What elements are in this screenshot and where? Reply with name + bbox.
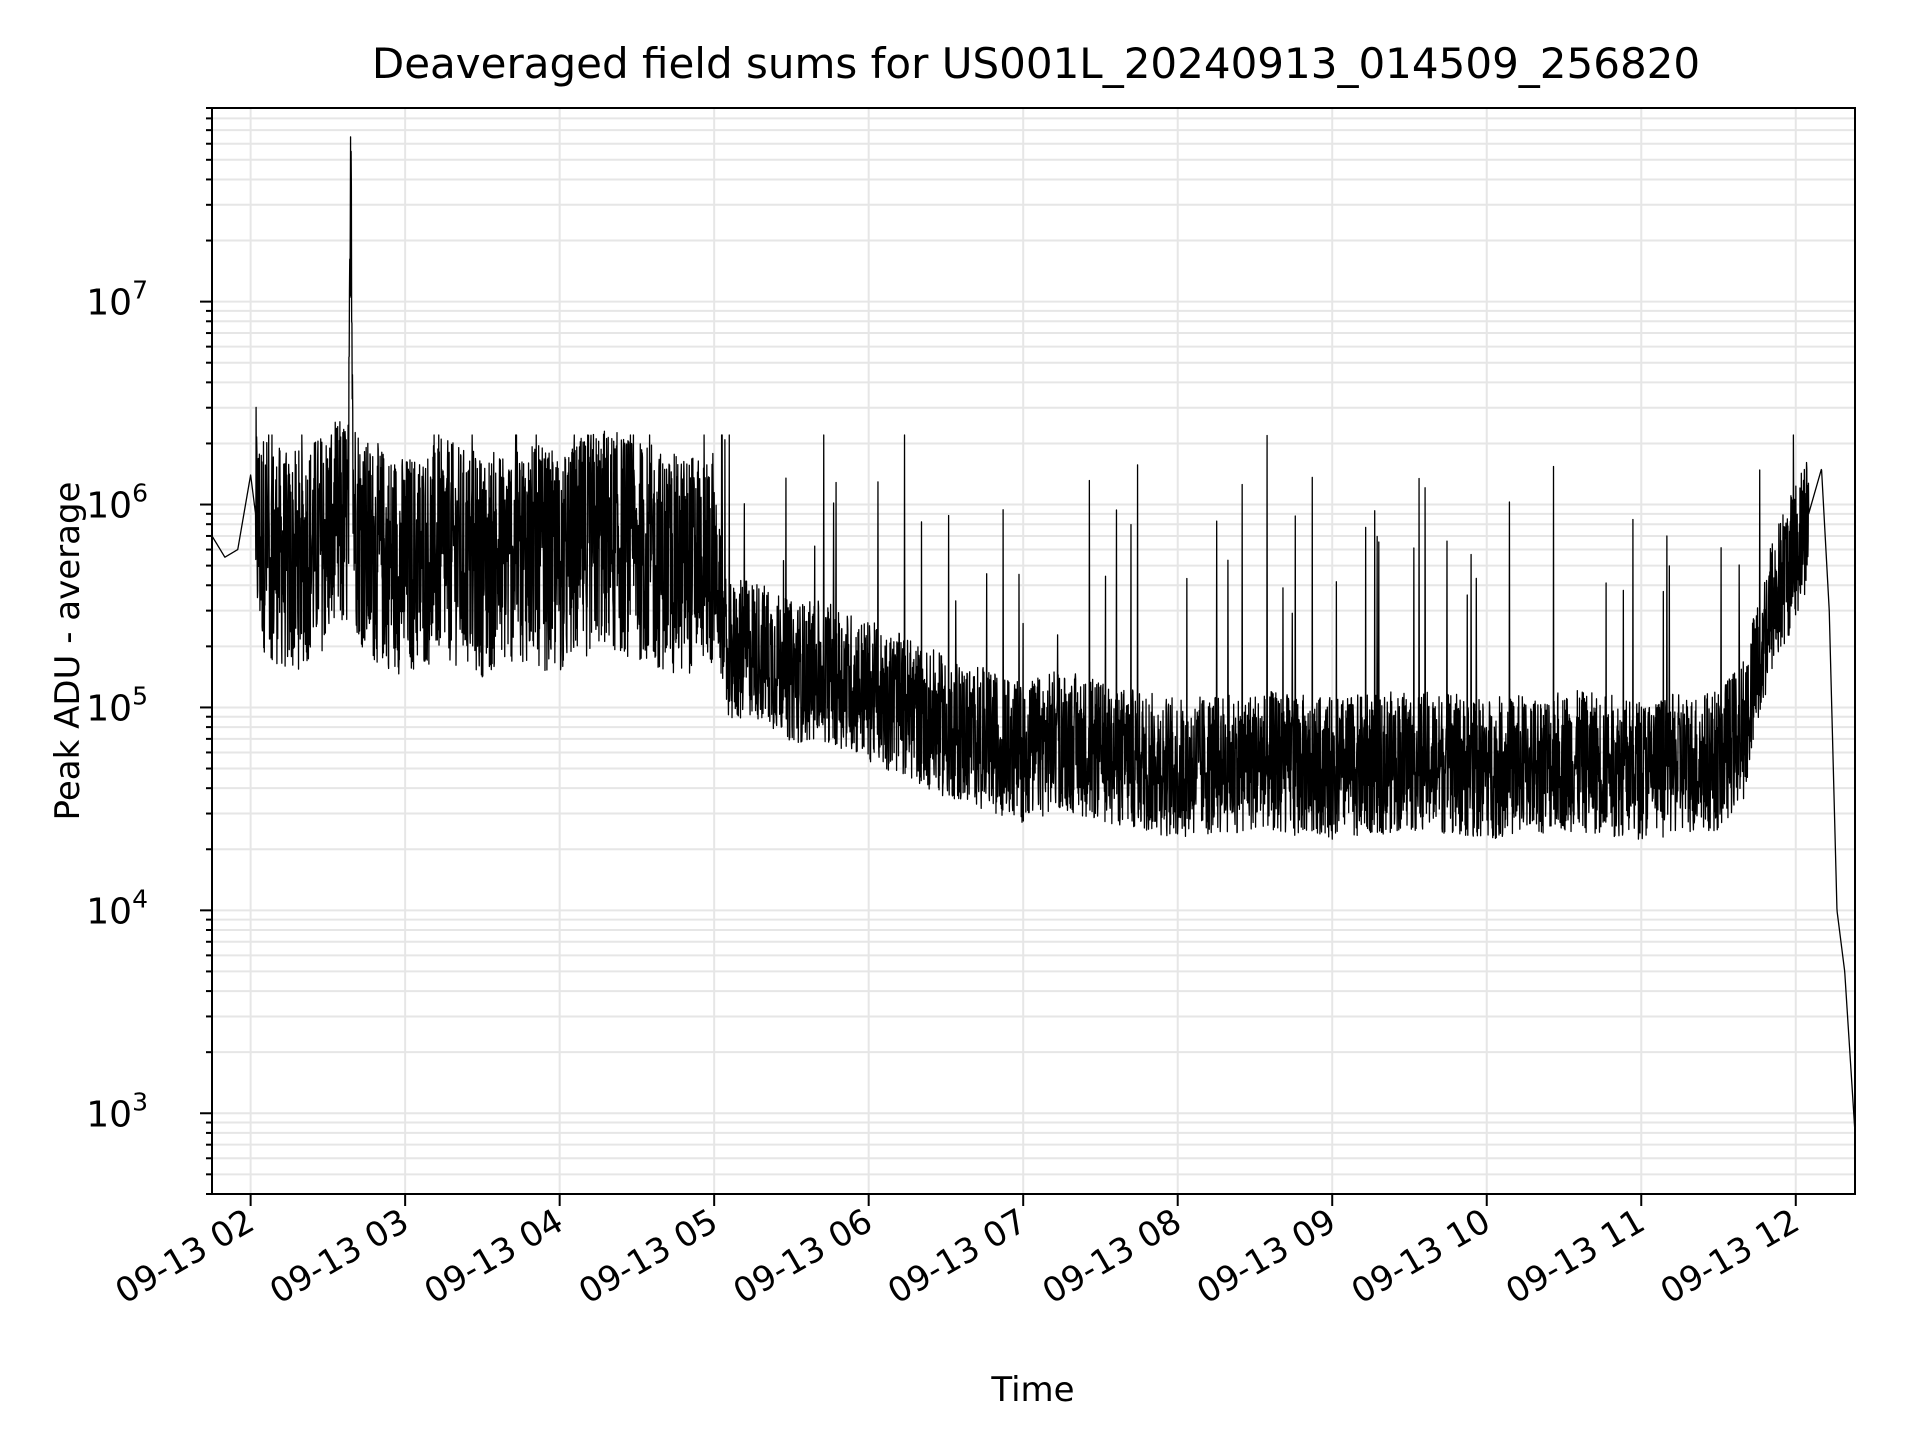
- x-tick-label: 09-13 06: [727, 1201, 879, 1312]
- y-tick-base: 10: [86, 1094, 132, 1135]
- x-tick-label: 09-13 12: [1654, 1201, 1806, 1312]
- y-tick-label: 107: [86, 276, 148, 324]
- y-tick-label: 104: [86, 884, 148, 932]
- y-tick-base: 10: [86, 283, 132, 324]
- plot-area: [212, 136, 1855, 1133]
- y-axis-label: Peak ADU - average: [48, 482, 88, 821]
- y-tick-label: 105: [86, 681, 148, 729]
- grid: [212, 107, 1855, 1195]
- x-tick-label: 09-13 02: [109, 1201, 261, 1312]
- chart-title: Deaveraged field sums for US001L_2024091…: [372, 39, 1700, 88]
- y-tick-exponent: 3: [132, 1087, 148, 1116]
- y-tick-exponent: 7: [132, 276, 148, 305]
- x-tick-label: 09-13 07: [881, 1201, 1033, 1312]
- plot-frame: [211, 107, 1856, 1195]
- y-tick-exponent: 5: [132, 681, 148, 710]
- y-tick-label: 106: [86, 479, 148, 527]
- y-tick-base: 10: [86, 688, 132, 729]
- x-tick-label: 09-13 03: [263, 1201, 415, 1312]
- x-axis-label: Time: [990, 1370, 1074, 1410]
- x-tick-label: 09-13 08: [1036, 1201, 1188, 1312]
- y-tick-base: 10: [86, 486, 132, 527]
- y-tick-base: 10: [86, 891, 132, 932]
- y-tick-exponent: 6: [132, 479, 148, 508]
- x-tick-label: 09-13 04: [418, 1201, 570, 1312]
- y-tick-label: 103: [86, 1087, 148, 1135]
- y-tick-exponent: 4: [132, 884, 148, 913]
- x-tick-label: 09-13 11: [1499, 1201, 1651, 1312]
- x-axis: 09-13 02 09-13 03 09-13 04 09-13 05 09-13 06…: [109, 1194, 1806, 1312]
- x-tick-label: 09-13 10: [1345, 1201, 1497, 1312]
- series-line: [212, 136, 1855, 1133]
- x-tick-label: 09-13 09: [1190, 1201, 1342, 1312]
- x-tick-label: 09-13 05: [572, 1201, 724, 1312]
